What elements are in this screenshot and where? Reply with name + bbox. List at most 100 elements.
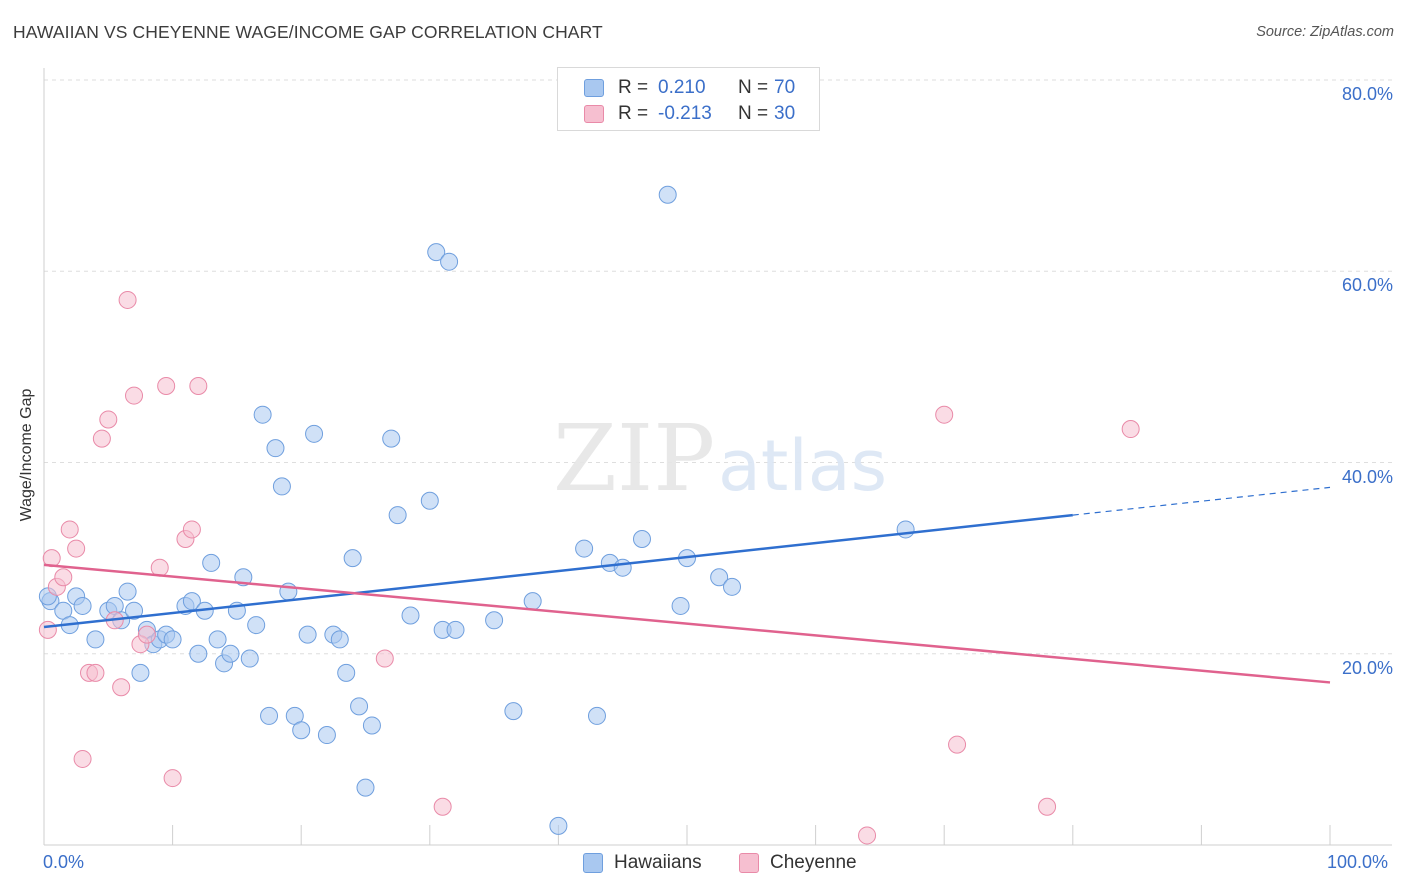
hawaiians-point bbox=[440, 252, 459, 271]
hawaiians-point bbox=[549, 816, 568, 835]
hawaiians-point bbox=[330, 630, 349, 649]
cheyenne-point bbox=[1121, 420, 1140, 439]
cheyenne-point bbox=[54, 568, 73, 587]
cheyenne-swatch bbox=[739, 853, 759, 873]
hawaiians-trend-extension bbox=[1072, 486, 1331, 516]
hawaiians-point bbox=[118, 582, 137, 601]
x-tick-label-max: 100.0% bbox=[1327, 852, 1389, 872]
hawaiians-point bbox=[362, 716, 381, 735]
cheyenne-point bbox=[38, 620, 57, 639]
hawaiians-point bbox=[253, 405, 272, 424]
legend-row-cheyenne: R = -0.213 N = 30 bbox=[584, 102, 795, 126]
cheyenne-trend-line bbox=[43, 563, 1331, 684]
hawaiians-point bbox=[710, 568, 729, 587]
hawaiians-point bbox=[305, 424, 324, 443]
cheyenne-point bbox=[60, 520, 79, 539]
axes bbox=[43, 68, 1392, 846]
cheyenne-point bbox=[182, 520, 201, 539]
hawaiians-point bbox=[587, 706, 606, 725]
hawaiians-point bbox=[896, 520, 915, 539]
hawaiians-point bbox=[401, 606, 420, 625]
watermark: ZIP atlas bbox=[553, 405, 887, 512]
gridlines bbox=[44, 79, 1392, 655]
hawaiians-point bbox=[613, 558, 632, 577]
hawaiians-point bbox=[575, 539, 594, 558]
hawaiians-point bbox=[343, 549, 362, 568]
hawaiians-point bbox=[446, 620, 465, 639]
hawaiians-point bbox=[125, 601, 144, 620]
cheyenne-point bbox=[1038, 797, 1057, 816]
n-value: 30 bbox=[774, 103, 796, 124]
hawaiians-point bbox=[86, 630, 105, 649]
hawaiians-point bbox=[658, 185, 677, 204]
hawaiians-point bbox=[292, 721, 311, 740]
hawaiians-point bbox=[202, 553, 221, 572]
scatter-points bbox=[38, 185, 1140, 845]
hawaiians-point bbox=[671, 596, 690, 615]
x-tick-label-min: 0.0% bbox=[43, 852, 85, 872]
cheyenne-point bbox=[163, 769, 182, 788]
hawaiians-point bbox=[523, 592, 542, 611]
chart-title: HAWAIIAN VS CHEYENNE WAGE/INCOME GAP COR… bbox=[13, 22, 603, 42]
cheyenne-point bbox=[935, 405, 954, 424]
hawaiians-point bbox=[382, 429, 401, 448]
hawaiians-point bbox=[632, 530, 651, 548]
hawaiians-point bbox=[73, 596, 92, 615]
trend-lines bbox=[43, 486, 1331, 684]
hawaiians-point bbox=[247, 616, 266, 635]
y-tick-label: 20.0% bbox=[1341, 657, 1393, 678]
n-label: N = bbox=[738, 103, 769, 124]
hawaiians-point bbox=[504, 702, 523, 721]
hawaiians-swatch bbox=[583, 853, 603, 873]
hawaiians-point bbox=[427, 243, 446, 262]
y-tick-label: 80.0% bbox=[1341, 84, 1393, 104]
cheyenne-point bbox=[125, 386, 144, 405]
r-value: 0.210 bbox=[658, 77, 706, 98]
hawaiians-point bbox=[317, 726, 336, 745]
y-tick-label: 40.0% bbox=[1341, 466, 1393, 487]
cheyenne-point bbox=[112, 678, 131, 697]
hawaiians-point bbox=[298, 625, 317, 644]
hawaiians-point bbox=[420, 491, 439, 510]
r-label: R = bbox=[618, 103, 649, 124]
legend-item-cheyenne: Cheyenne bbox=[739, 852, 857, 874]
hawaiians-point bbox=[485, 611, 504, 630]
cheyenne-point bbox=[73, 749, 92, 768]
hawaiians-point bbox=[266, 439, 285, 458]
source-label: Source: ZipAtlas.com bbox=[1256, 24, 1394, 40]
legend-row-hawaiians: R = 0.210 N = 70 bbox=[584, 76, 795, 100]
legend-item-hawaiians: Hawaiians bbox=[583, 852, 702, 874]
cheyenne-point bbox=[67, 539, 86, 558]
legend-label-hawaiians: Hawaiians bbox=[614, 852, 702, 873]
hawaiians-point bbox=[208, 630, 227, 649]
hawaiians-swatch bbox=[584, 79, 604, 97]
hawaiians-point bbox=[163, 630, 182, 649]
y-axis-label: Wage/Income Gap bbox=[18, 388, 35, 522]
hawaiians-point bbox=[337, 663, 356, 682]
hawaiians-point bbox=[388, 506, 407, 525]
hawaiians-point bbox=[350, 697, 369, 716]
cheyenne-swatch bbox=[584, 105, 604, 123]
r-value: -0.213 bbox=[658, 103, 712, 124]
hawaiians-point bbox=[272, 477, 291, 496]
cheyenne-point bbox=[137, 625, 156, 644]
watermark-atlas: atlas bbox=[718, 425, 887, 507]
cheyenne-point bbox=[375, 649, 394, 668]
hawaiians-point bbox=[723, 577, 742, 596]
hawaiians-trend-line bbox=[43, 513, 1073, 629]
cheyenne-point bbox=[157, 377, 176, 395]
series-legend: Hawaiians Cheyenne bbox=[0, 852, 1406, 878]
n-label: N = bbox=[738, 77, 769, 98]
correlation-legend: R = 0.210 N = 70 R = -0.213 N = 30 bbox=[557, 67, 820, 131]
cheyenne-point bbox=[86, 663, 105, 682]
cheyenne-point bbox=[858, 826, 877, 845]
cheyenne-point bbox=[92, 429, 111, 448]
hawaiians-point bbox=[260, 706, 279, 725]
n-value: 70 bbox=[774, 77, 796, 98]
cheyenne-point bbox=[433, 797, 452, 816]
cheyenne-point bbox=[99, 410, 118, 429]
cheyenne-point bbox=[189, 377, 208, 395]
hawaiians-point bbox=[221, 644, 240, 663]
watermark-zip: ZIP bbox=[553, 405, 715, 512]
hawaiians-point bbox=[240, 649, 259, 668]
